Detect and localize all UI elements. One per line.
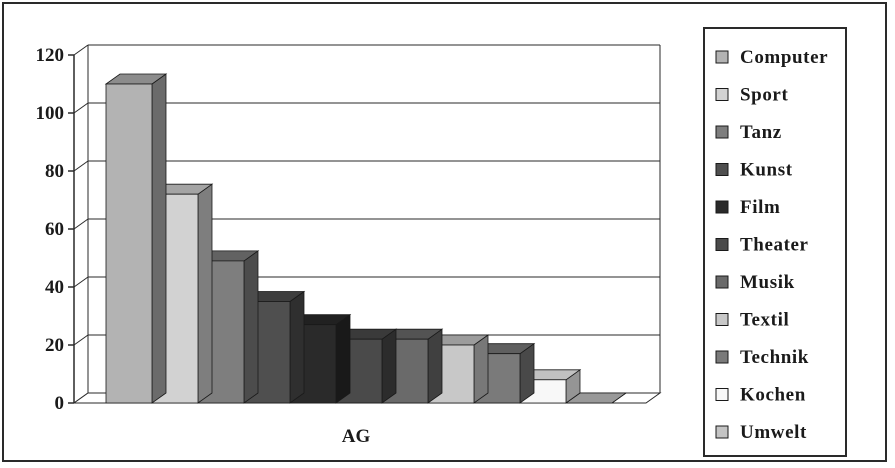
legend-label: Technik xyxy=(740,347,809,368)
bar-side xyxy=(381,328,397,404)
gridline-side xyxy=(73,160,89,172)
legend: Computer Sport Tanz Kunst Film Theater Musik Te… xyxy=(703,27,847,457)
bars-layer xyxy=(104,73,628,404)
legend-label: Computer xyxy=(740,47,828,68)
y-tick-label: 0 xyxy=(55,393,65,414)
legend-swatch xyxy=(715,238,729,251)
legend-swatch xyxy=(715,163,729,176)
legend-swatch xyxy=(715,125,729,139)
legend-swatch xyxy=(715,313,729,326)
bar xyxy=(518,369,582,404)
gridline-side xyxy=(73,334,89,346)
y-tick-label: 120 xyxy=(36,45,65,66)
legend-label: Musik xyxy=(740,272,795,293)
legend-swatch xyxy=(715,200,729,214)
legend-label: Kunst xyxy=(740,160,793,181)
gridline-side xyxy=(73,102,89,114)
legend-label: Umwelt xyxy=(740,422,807,443)
bar-side xyxy=(427,328,443,404)
legend-label: Film xyxy=(740,197,780,218)
legend-label: Theater xyxy=(740,235,809,256)
legend-swatch xyxy=(715,88,729,101)
bar xyxy=(104,73,168,404)
gridline-side xyxy=(73,276,89,288)
legend-swatch xyxy=(715,50,729,64)
y-tick-label: 40 xyxy=(45,277,64,298)
legend-swatch xyxy=(715,350,729,364)
bar-side xyxy=(197,183,213,404)
legend-swatch xyxy=(715,425,729,439)
y-tick-label: 20 xyxy=(45,335,64,356)
bar-front xyxy=(105,83,153,404)
legend-label: Kochen xyxy=(740,385,806,406)
y-tick-label: 100 xyxy=(36,103,65,124)
y-tick-label: 60 xyxy=(45,219,64,240)
gridline-side xyxy=(73,44,89,56)
gridline-side xyxy=(73,218,89,230)
bar-side xyxy=(151,73,167,404)
legend-label: Textil xyxy=(740,310,789,331)
x-axis-label-group: AG xyxy=(342,426,371,447)
x-axis-label: AG xyxy=(342,426,371,447)
legend-label: Sport xyxy=(740,85,788,106)
bar-side xyxy=(243,250,259,404)
legend-label: Tanz xyxy=(740,122,782,143)
bar-side xyxy=(335,313,351,404)
bar-side xyxy=(289,290,305,404)
bar-side xyxy=(473,334,489,404)
legend-swatch xyxy=(715,275,729,289)
legend-swatch xyxy=(715,388,729,401)
y-tick-label: 80 xyxy=(45,161,64,182)
